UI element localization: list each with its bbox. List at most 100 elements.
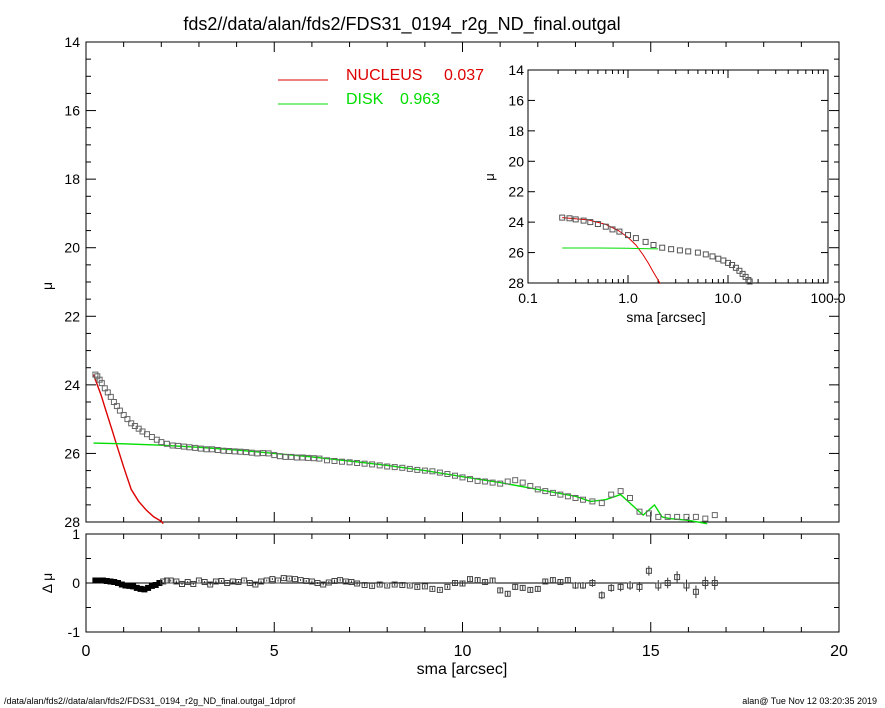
residual-point: [263, 577, 270, 584]
inset-data-point: [572, 216, 579, 223]
inset-data-point: [650, 242, 657, 248]
residual-point: [580, 582, 586, 589]
inset-data-point: [559, 214, 566, 221]
data-point: [674, 513, 681, 520]
residual-point: [429, 585, 436, 592]
residual-point: [246, 580, 253, 586]
residual-point: [308, 578, 315, 585]
residual-point: [489, 577, 496, 584]
residual-point: [224, 580, 231, 586]
y-tick-label: 28: [64, 514, 80, 530]
data-point: [248, 449, 255, 456]
residual-point: [683, 582, 690, 589]
data-point: [589, 498, 596, 505]
residual-y-tick-label: -1: [68, 624, 81, 640]
residual-x-tick-label: 0: [82, 643, 91, 660]
nucleus-line: [92, 374, 164, 525]
inset-data-point: [580, 217, 587, 224]
residual-x-tick-label: 5: [270, 643, 279, 660]
residual-point: [421, 583, 428, 590]
inset-y-tick-label: 16: [508, 92, 524, 108]
data-point: [209, 446, 216, 453]
data-point: [549, 489, 556, 496]
data-point: [564, 493, 571, 500]
data-point: [482, 478, 489, 485]
data-point: [692, 513, 699, 520]
data-point: [324, 457, 330, 464]
inset-x-ticks: 0.1 1.0 10.0 100.0: [518, 70, 846, 306]
y-tick-label: 24: [64, 377, 80, 393]
inset-data-point: [609, 226, 616, 233]
data-point: [203, 446, 210, 453]
main-x-ticks: [85, 42, 840, 522]
main-model-lines: [92, 374, 708, 525]
legend-nucleus-label: NUCLEUS: [346, 67, 422, 84]
inset-disk-line: [562, 247, 659, 250]
residual-point: [280, 575, 287, 582]
residual-point: [252, 581, 259, 588]
data-point: [288, 453, 295, 460]
inset-data-point: [694, 249, 701, 256]
data-point: [293, 454, 300, 461]
inset-data-point: [594, 221, 601, 227]
residual-point: [218, 578, 225, 584]
inset-data-point: [685, 248, 692, 255]
data-point: [271, 452, 278, 459]
data-point: [376, 462, 383, 469]
data-point: [636, 508, 643, 515]
residual-point: [173, 578, 180, 585]
data-point: [346, 459, 353, 466]
data-point: [534, 486, 541, 493]
residual-data-points: [92, 565, 718, 600]
residual-point: [269, 576, 276, 583]
residual-point: [235, 579, 242, 585]
residual-point: [325, 579, 332, 586]
data-point: [598, 500, 605, 507]
data-point: [527, 483, 534, 489]
inset-y-tick-label: 18: [508, 123, 524, 139]
residual-point: [399, 582, 406, 588]
inset-x-tick-label: 1.0: [618, 290, 638, 306]
y-tick-label: 26: [64, 445, 80, 461]
main-panel: fds2//data/alan/fds2/FDS31_0194_r2g_ND_f…: [39, 14, 840, 530]
residual-point: [184, 579, 191, 585]
inset-data-point: [702, 251, 709, 258]
residual-point: [384, 582, 391, 589]
main-y-axis-label: μ: [39, 282, 55, 290]
data-point: [504, 478, 511, 485]
data-point: [260, 450, 266, 457]
residual-point: [314, 580, 321, 586]
legend-disk-label: DISK: [346, 91, 384, 108]
data-point: [452, 472, 458, 479]
data-point: [459, 474, 466, 481]
data-point: [354, 460, 361, 466]
data-point: [512, 477, 519, 484]
data-point: [711, 512, 718, 519]
data-point: [474, 477, 481, 484]
residual-point: [534, 585, 541, 592]
inset-y-tick-label: 22: [508, 184, 524, 200]
disk-line: [93, 442, 708, 525]
data-point: [120, 412, 127, 418]
data-point: [107, 393, 114, 400]
residual-point: [167, 577, 174, 584]
residual-point: [542, 578, 549, 585]
residual-point: [303, 578, 310, 584]
residual-point: [179, 581, 185, 587]
data-point: [158, 439, 165, 446]
residual-point: [436, 586, 443, 593]
data-point: [384, 463, 391, 470]
legend-nucleus-value: 0.037: [444, 67, 484, 84]
residual-point: [467, 576, 473, 583]
residual-point: [474, 577, 481, 584]
data-point: [276, 453, 283, 460]
residual-point: [331, 578, 338, 584]
residual-point: [589, 580, 596, 586]
residual-point: [258, 578, 265, 585]
data-point: [282, 453, 289, 460]
residual-point: [342, 578, 349, 585]
residual-point: [201, 579, 208, 585]
residual-point: [391, 581, 398, 588]
residual-point: [207, 581, 214, 588]
residual-panel: Δ μ sma [arcsec] -101 0 5 10 15 20: [39, 526, 848, 678]
